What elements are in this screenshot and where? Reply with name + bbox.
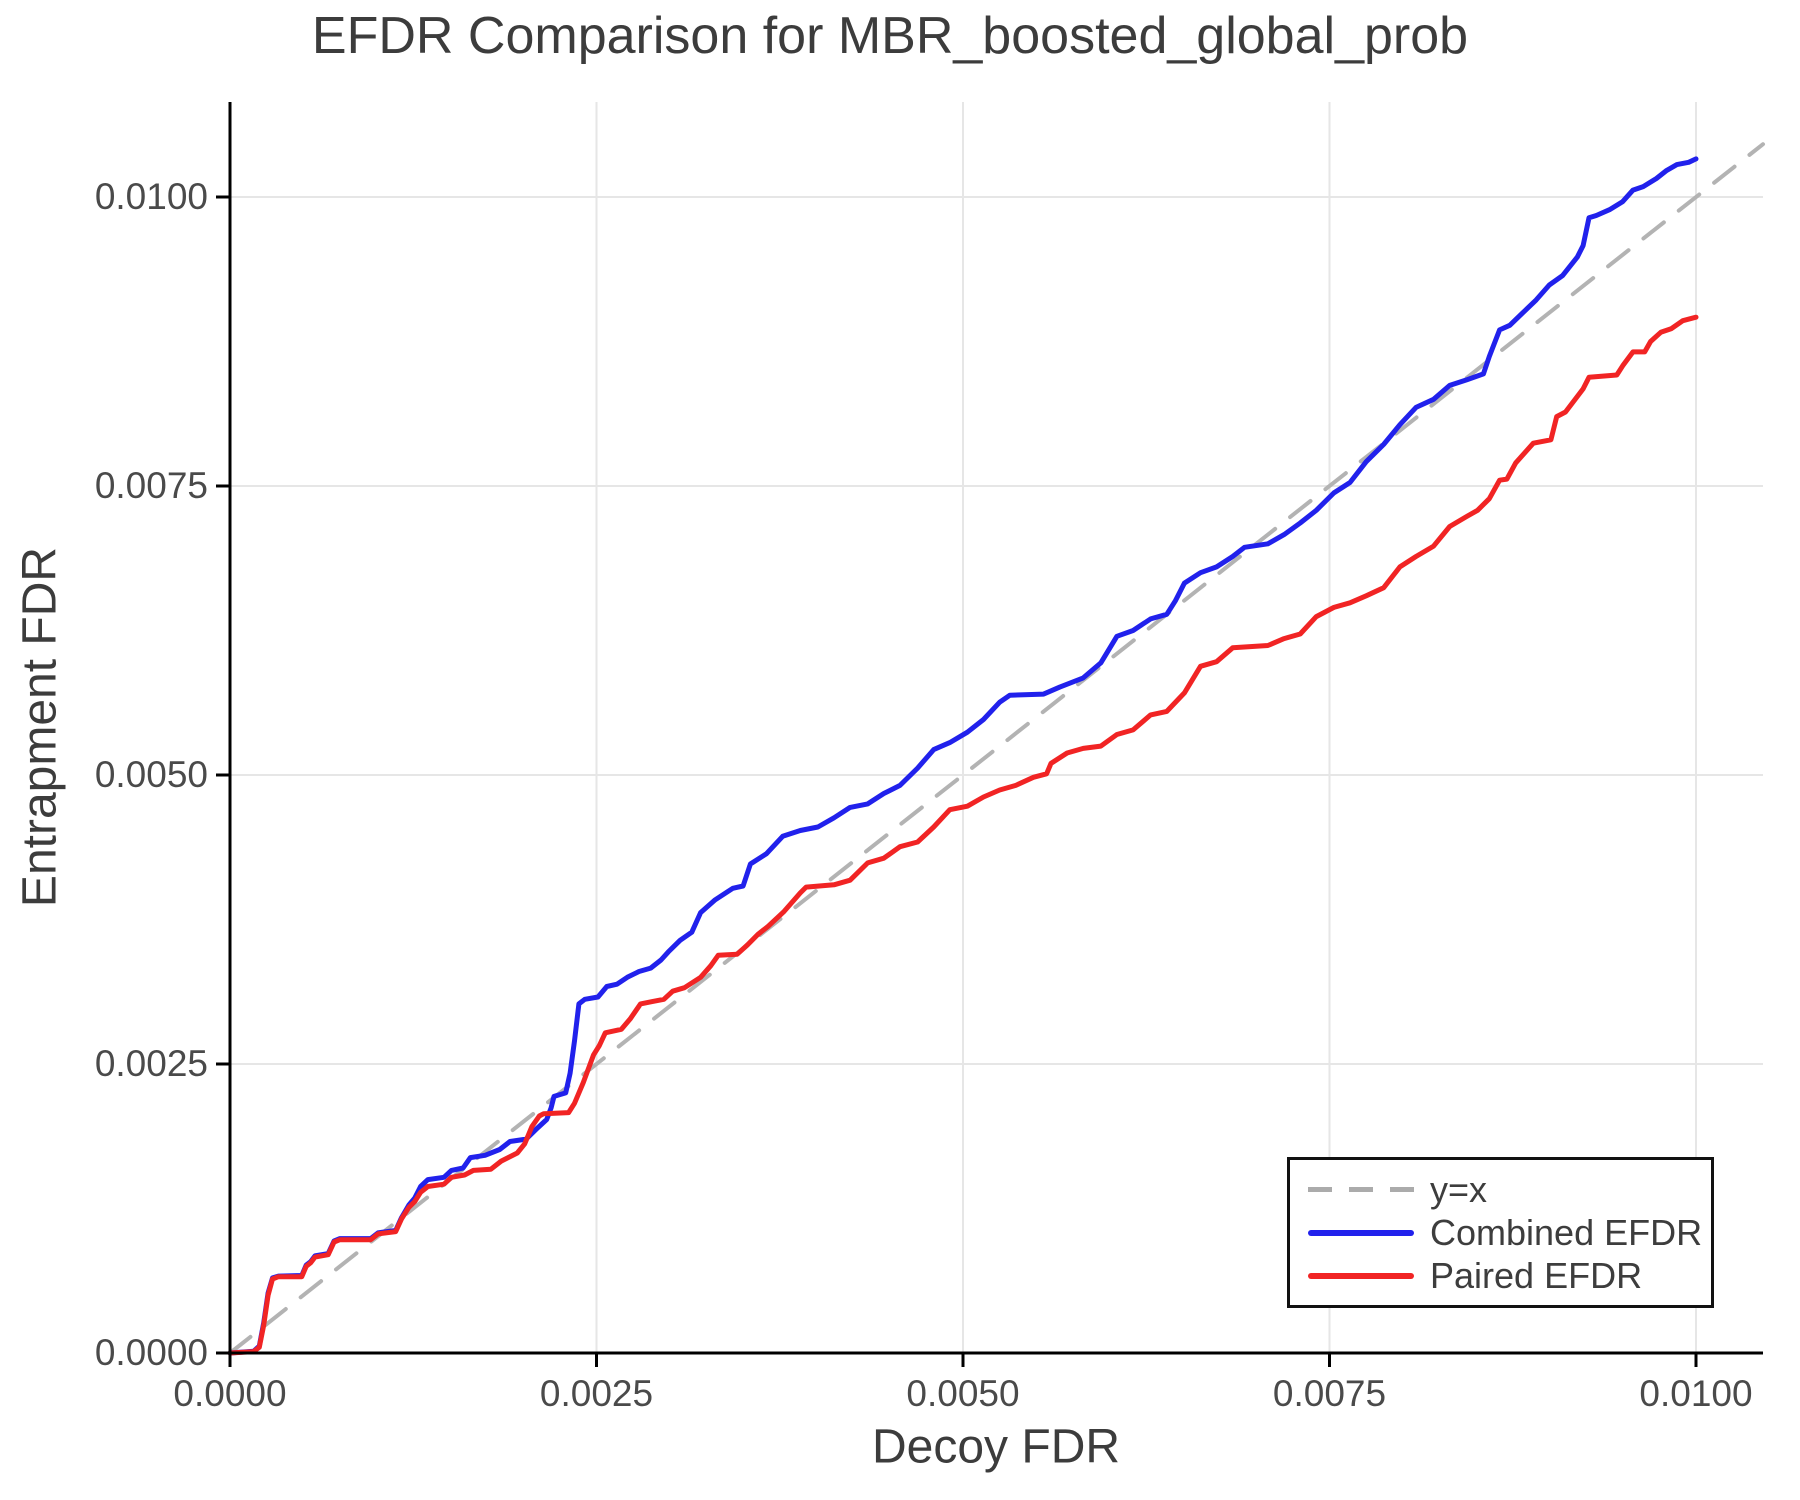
legend-item-y-equals-x: y=x bbox=[1308, 1171, 1711, 1208]
combined-efdr-line-sample bbox=[1308, 1229, 1414, 1236]
x-axis-label: Decoy FDR bbox=[871, 1420, 1121, 1474]
y-axis-label: Entrapment FDR bbox=[13, 546, 67, 908]
x-tick-label: 0.0100 bbox=[1639, 1373, 1753, 1414]
y-tick-label: 0.0100 bbox=[94, 176, 208, 217]
legend-item-combined-efdr: Combined EFDR bbox=[1308, 1214, 1711, 1251]
y-tick-label: 0.0075 bbox=[94, 465, 208, 506]
legend-item-paired-efdr: Paired EFDR bbox=[1308, 1257, 1711, 1294]
legend-label: Combined EFDR bbox=[1430, 1211, 1703, 1253]
legend-label: y=x bbox=[1430, 1168, 1488, 1210]
x-tick-label: 0.0025 bbox=[539, 1373, 654, 1414]
x-tick-label: 0.0000 bbox=[173, 1373, 287, 1414]
series-line-paired-efdr bbox=[227, 314, 1699, 1356]
legend-box: y=x Combined EFDR Paired EFDR bbox=[1287, 1157, 1714, 1308]
y-equals-x-line-sample bbox=[1308, 1187, 1414, 1192]
legend-label: Paired EFDR bbox=[1430, 1254, 1643, 1296]
y-tick-label: 0.0000 bbox=[94, 1332, 208, 1373]
x-tick-label: 0.0075 bbox=[1272, 1373, 1387, 1414]
x-tick-label: 0.0050 bbox=[906, 1373, 1020, 1414]
y-tick-label: 0.0025 bbox=[94, 1043, 208, 1084]
y-tick-label: 0.0050 bbox=[94, 754, 208, 795]
chart-title: EFDR Comparison for MBR_boosted_global_p… bbox=[311, 7, 1469, 65]
paired-efdr-line-sample bbox=[1308, 1272, 1414, 1279]
series-line-y-x bbox=[228, 142, 1765, 1355]
